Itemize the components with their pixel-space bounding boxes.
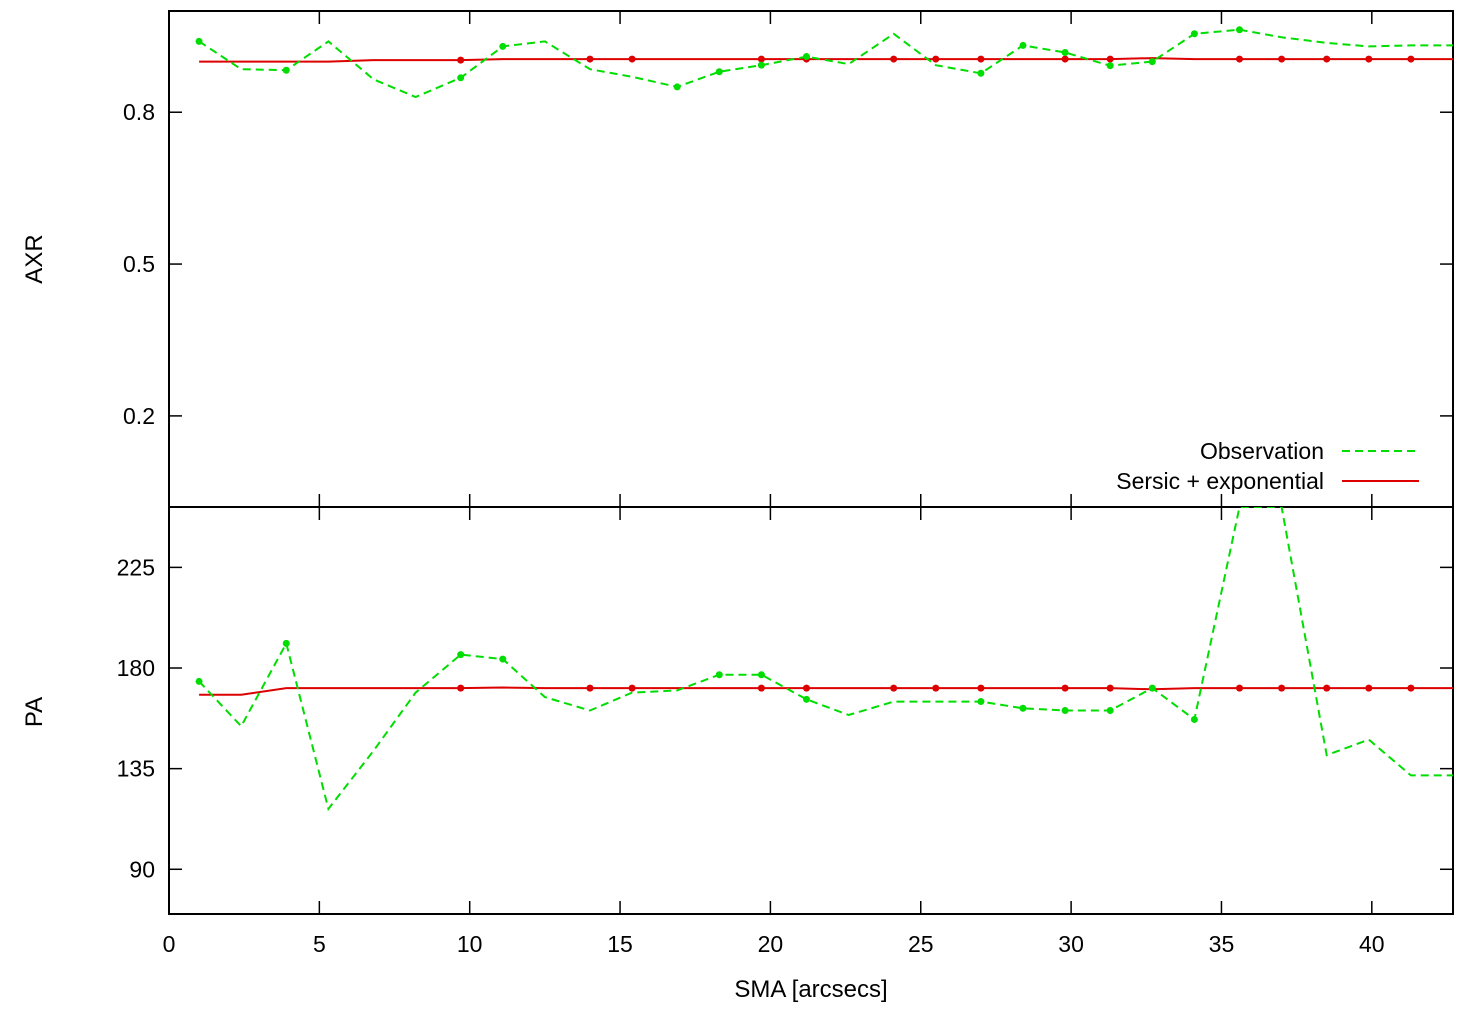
axr-model-point: [932, 55, 940, 63]
pa-model-point: [1278, 684, 1286, 692]
pa-model-point: [1106, 684, 1114, 692]
axr-model-point: [1106, 55, 1114, 63]
pa-observation-point: [757, 671, 765, 679]
pa-observation-point: [1106, 707, 1114, 714]
pa-observation-line: [198, 507, 1453, 812]
pa-model-point: [890, 684, 898, 692]
axr-observation-point: [1019, 41, 1027, 49]
pa-series-group: [195, 507, 1453, 812]
pa-observation-point: [1148, 684, 1156, 692]
pa-observation-point: [1190, 715, 1198, 723]
xtick-label: 0: [163, 931, 176, 957]
pa-model-point: [802, 684, 810, 692]
pa-observation-point: [1019, 704, 1027, 712]
pa-model-line: [199, 686, 1453, 696]
axr-ylabel: AXR: [21, 234, 48, 283]
axr-model-point: [1236, 55, 1244, 63]
pa-ytick-label: 180: [117, 655, 155, 681]
axr-observation-point: [1106, 62, 1114, 70]
pa-observation-point: [715, 671, 723, 679]
pa-observation-point: [977, 698, 985, 706]
legend-label-model: Sersic + exponential: [1116, 468, 1324, 494]
axr-model-point: [1061, 55, 1069, 63]
axr-series-group: [195, 26, 1453, 99]
axr-observation-point: [757, 61, 765, 69]
axr-ytick-label: 0.8: [123, 99, 155, 125]
axr-model-point: [1278, 55, 1286, 63]
pa-ytick-label: 135: [117, 756, 155, 782]
axr-model-point: [1323, 55, 1331, 63]
axr-model-line: [199, 57, 1453, 63]
axr-panel: 0.2 0.5 0.8 AXR Observation Sersic + exponent…: [21, 10, 1454, 508]
xtick-label: 5: [313, 931, 326, 957]
xtick-label: 30: [1058, 931, 1084, 957]
pa-model-point: [628, 684, 636, 692]
axr-ytick-label: 0.2: [123, 403, 155, 429]
pa-model-point: [1365, 684, 1373, 692]
pa-model-point: [932, 684, 940, 692]
axr-observation-point: [1061, 49, 1069, 57]
axr-observation-point: [1190, 30, 1198, 38]
xlabel: SMA [arcsecs]: [734, 976, 887, 1003]
pa-model-point: [977, 684, 985, 692]
pa-observation-point: [195, 677, 203, 685]
xtick-label: 35: [1209, 931, 1235, 957]
pa-model-point: [1061, 684, 1069, 692]
pa-model-point: [1236, 684, 1244, 692]
pa-observation-point: [282, 639, 290, 647]
pa-observation-point: [499, 655, 507, 663]
pa-ytick-label: 90: [129, 856, 155, 882]
pa-plot-frame: [168, 506, 1454, 915]
axr-model-point: [977, 55, 985, 63]
axr-observation-point: [457, 74, 465, 82]
axr-observation-point: [673, 83, 681, 91]
pa-model-point: [1407, 684, 1415, 692]
pa-ytick-label: 225: [117, 554, 155, 580]
axr-ytick-label: 0.5: [123, 251, 155, 277]
axr-observation-line: [198, 28, 1453, 99]
xtick-label: 40: [1359, 931, 1385, 957]
axr-model-point: [628, 55, 636, 63]
axr-observation-point: [715, 68, 723, 76]
xtick-label: 15: [607, 931, 633, 957]
pa-ylabel: PA: [21, 697, 48, 727]
axr-observation-point: [1236, 26, 1244, 34]
pa-model-point: [757, 684, 765, 692]
xtick-label: 25: [908, 931, 934, 957]
axr-model-point: [890, 55, 898, 63]
axr-observation-point: [802, 53, 810, 61]
legend-label-observation: Observation: [1200, 438, 1324, 464]
axr-model-point: [1407, 55, 1415, 63]
pa-observation-point: [802, 695, 810, 703]
axr-observation-point: [1148, 58, 1156, 66]
pa-observation-point: [1061, 707, 1069, 714]
axr-model-point: [457, 56, 465, 64]
pa-model-point: [586, 684, 594, 692]
pa-model-point: [457, 684, 465, 692]
pa-model-point: [1323, 684, 1331, 692]
axr-observation-point: [195, 37, 203, 45]
axr-model-point: [1365, 55, 1373, 63]
axr-observation-point: [977, 69, 985, 77]
axr-model-point: [586, 55, 594, 63]
axr-observation-point: [499, 42, 507, 50]
axr-observation-point: [282, 66, 290, 74]
xtick-label: 20: [758, 931, 784, 957]
xtick-label: 10: [457, 931, 483, 957]
pa-panel: 90 135 180 225 0 5 10 15 20 25 30 35 40 PA SMA [arcsec…: [21, 506, 1454, 1003]
pa-observation-point: [457, 651, 465, 659]
axr-model-point: [757, 55, 765, 63]
